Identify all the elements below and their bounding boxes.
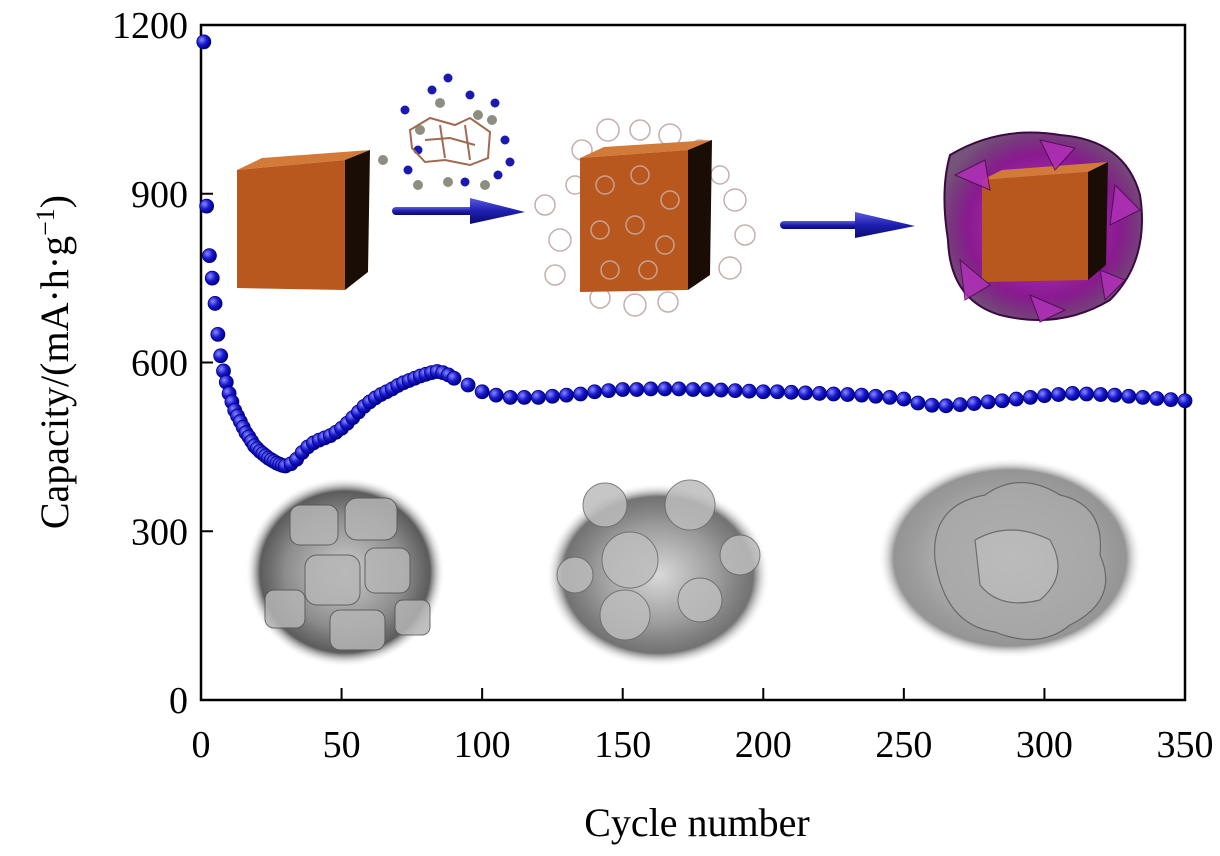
data-point	[924, 397, 940, 413]
data-point	[207, 296, 223, 311]
sem-inset-group	[245, 458, 1142, 667]
x-tick-label: 50	[323, 724, 361, 766]
nanocube-shell	[943, 131, 1143, 323]
y-axis-label: Capacity/(mA·h·g−1)	[31, 195, 77, 529]
data-point	[896, 391, 912, 407]
sem-shell-particle	[933, 481, 1107, 641]
data-point	[1149, 391, 1165, 406]
data-point	[1037, 388, 1052, 404]
x-axis-label: Cycle number	[584, 800, 810, 845]
x-tick-label: 250	[875, 724, 932, 766]
x-axis-ticks: 0 50 100 150 200 250 300 350	[192, 688, 1214, 766]
x-tick-label: 350	[1157, 724, 1214, 766]
data-point	[1022, 389, 1038, 405]
data-point	[204, 270, 220, 286]
data-point	[530, 389, 546, 405]
x-tick-label: 150	[594, 724, 651, 766]
data-point	[1093, 387, 1109, 402]
data-point	[952, 397, 968, 413]
x-tick-label: 0	[192, 724, 211, 766]
sem-coated-clusters	[556, 479, 761, 641]
y-tick-label: 600	[131, 343, 188, 385]
nanocube-coated	[534, 118, 756, 317]
data-point	[1051, 387, 1066, 402]
sem-pristine-grains	[264, 497, 431, 651]
data-point	[882, 389, 898, 405]
data-point	[587, 384, 602, 400]
data-point	[615, 382, 631, 397]
data-point	[741, 383, 757, 399]
data-point	[643, 381, 659, 397]
data-point	[1065, 386, 1080, 401]
data-point	[868, 388, 884, 404]
data-point	[812, 386, 827, 401]
data-point	[199, 198, 215, 214]
data-point	[446, 370, 462, 386]
x-tick-label: 200	[735, 724, 792, 766]
data-point	[1107, 387, 1123, 403]
data-point	[685, 382, 701, 397]
data-point	[629, 382, 645, 397]
data-point	[994, 393, 1010, 409]
data-point	[755, 384, 771, 400]
data-point	[966, 396, 982, 411]
data-point	[573, 386, 588, 402]
data-point	[980, 394, 996, 410]
data-point	[1135, 389, 1151, 405]
y-tick-label: 1200	[112, 5, 188, 47]
data-point	[196, 34, 212, 50]
data-point	[202, 248, 217, 264]
ligand-molecule-cluster	[378, 73, 515, 190]
data-point	[601, 383, 617, 399]
data-point	[713, 382, 729, 398]
data-series	[196, 34, 1193, 474]
arrow-icon	[780, 212, 915, 238]
x-tick-label: 100	[454, 724, 511, 766]
data-point	[213, 348, 229, 364]
data-point	[559, 387, 574, 403]
data-point	[502, 389, 518, 405]
nanocube-pristine	[237, 150, 370, 290]
data-point	[1163, 392, 1179, 408]
data-point	[1008, 391, 1024, 407]
x-tick-label: 300	[1016, 724, 1073, 766]
data-point	[840, 387, 856, 402]
data-point	[474, 384, 490, 400]
y-tick-label: 0	[169, 680, 188, 722]
arrow-icon	[392, 198, 525, 224]
data-point	[671, 381, 687, 397]
y-tick-label: 300	[131, 511, 188, 553]
data-point	[910, 395, 926, 411]
data-point	[516, 389, 532, 405]
data-point	[854, 387, 870, 403]
data-point	[727, 383, 743, 399]
data-point	[784, 384, 799, 400]
data-point	[1177, 393, 1193, 409]
data-point	[769, 384, 785, 400]
data-point	[210, 326, 226, 342]
y-axis-ticks: 0 300 600 900 1200	[112, 5, 213, 722]
data-point	[460, 377, 476, 393]
schematic-group	[237, 73, 1143, 323]
y-tick-label: 900	[131, 174, 188, 216]
data-point	[488, 387, 504, 403]
data-point	[657, 381, 673, 397]
data-point	[699, 382, 715, 397]
data-point	[1079, 386, 1094, 402]
data-point	[1121, 388, 1137, 404]
data-point	[938, 398, 954, 414]
data-point	[798, 385, 813, 401]
data-point	[545, 388, 560, 404]
data-point	[826, 386, 841, 402]
